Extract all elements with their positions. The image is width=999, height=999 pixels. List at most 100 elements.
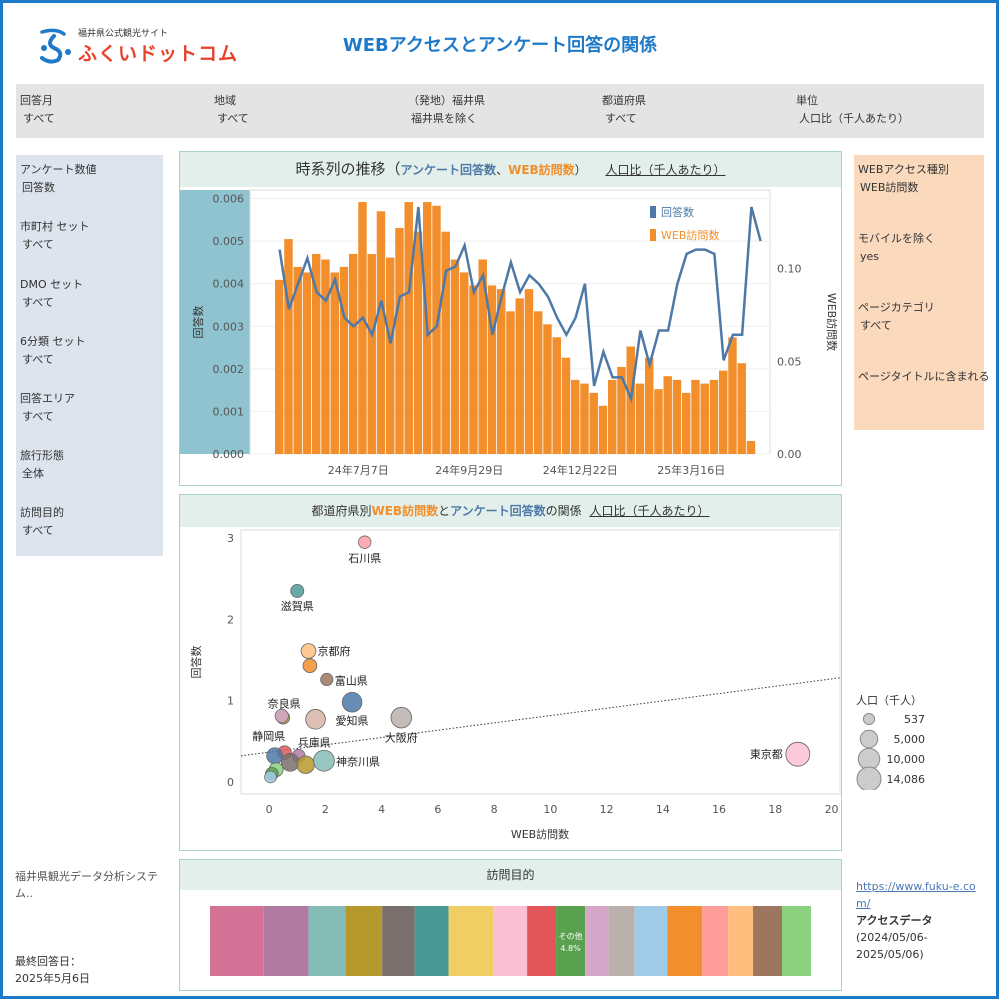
web-visits-bar[interactable] [284,239,293,454]
prefecture-point[interactable] [290,583,305,598]
web-visits-bar[interactable] [635,383,645,454]
prefecture-point[interactable] [296,755,315,774]
web-visits-bar[interactable] [478,259,487,454]
web-visits-bar[interactable] [450,259,460,454]
web-visits-bar[interactable] [700,383,709,454]
web-visits-bar[interactable] [275,279,284,454]
web-visits-bar[interactable] [497,289,506,454]
purpose-segment[interactable] [753,906,783,976]
filter-prefecture[interactable]: 都道府県 すべて [602,92,646,128]
prefecture-point[interactable] [341,691,363,713]
web-visits-bar[interactable] [598,405,608,454]
web-visits-bar[interactable] [728,337,737,454]
filter-survey-metric[interactable]: アンケート数値 回答数 [20,161,97,197]
prefecture-point[interactable] [305,709,326,730]
filter-exclude-mobile[interactable]: モバイルを除く yes [858,230,935,266]
web-visits-bar[interactable] [349,253,358,454]
filter-unit[interactable]: 単位 人口比（千人あたり） [796,92,909,128]
web-visits-bar[interactable] [561,357,571,454]
timeseries-chart[interactable]: 0.000 0.001 0.002 0.003 0.004 0.005 0.006 0.00… [180,188,841,485]
web-visits-bar[interactable] [663,376,672,454]
purpose-segment[interactable] [263,906,309,976]
prefecture-point[interactable] [266,747,284,765]
web-visits-bar[interactable] [552,337,561,454]
web-visits-bar[interactable] [441,231,450,454]
prefecture-point[interactable] [274,708,289,724]
web-visits-bar[interactable] [432,205,441,454]
prefecture-point[interactable] [785,741,811,767]
web-visits-bar[interactable] [312,253,321,454]
purpose-segment[interactable] [414,906,449,976]
filter-web-access-type[interactable]: WEBアクセス種別 WEB訪問数 [858,161,949,197]
prefecture-point[interactable] [280,752,300,772]
filter-page-category[interactable]: ページカテゴリ すべて [858,299,935,335]
web-visits-bar[interactable] [321,259,330,454]
purpose-segment[interactable] [634,906,668,976]
web-visits-bar[interactable] [719,370,728,454]
web-visits-bar[interactable] [737,363,746,454]
purpose-segment[interactable] [728,906,754,976]
purpose-segment[interactable] [345,906,383,976]
purpose-segment[interactable] [308,906,346,976]
prefecture-point[interactable] [313,749,335,772]
web-visits-bar[interactable] [330,272,339,454]
purpose-segment[interactable] [527,906,557,976]
web-visits-bar[interactable] [534,311,543,454]
web-visits-bar[interactable] [404,202,413,454]
web-visits-bar[interactable] [682,392,691,454]
web-visits-bar[interactable] [608,379,617,454]
prefecture-point[interactable] [302,658,318,673]
web-visits-bar[interactable] [654,389,663,454]
web-visits-bar[interactable] [524,289,534,454]
filter-dmo-set[interactable]: DMO セット すべて [20,276,83,312]
web-visits-bar[interactable] [709,379,719,454]
purpose-segment[interactable] [782,906,811,976]
web-visits-bar[interactable] [376,211,386,454]
purpose-segment[interactable] [585,906,609,976]
filter-region[interactable]: 地域 すべて [214,92,249,128]
purpose-segment[interactable] [702,906,729,976]
purpose-segment[interactable] [556,906,586,976]
purpose-segment[interactable] [667,906,703,976]
web-visits-bar[interactable] [293,266,302,454]
web-visits-bar[interactable] [515,298,524,454]
web-visits-bar[interactable] [617,366,626,454]
purpose-segment[interactable] [608,906,635,976]
purpose-segment[interactable] [382,906,415,976]
web-visits-bar[interactable] [543,324,552,454]
filter-origin-fukui[interactable]: （発地）福井県 福井県を除く [408,92,485,128]
visit-purpose-chart[interactable]: その他 4.8% [180,890,841,990]
prefecture-point[interactable] [320,672,334,687]
prefecture-point[interactable] [300,643,317,659]
web-visits-bar[interactable] [645,357,654,454]
web-visits-bar[interactable] [746,441,756,454]
filter-answer-month[interactable]: 回答月 すべて [20,92,55,128]
site-url-link[interactable]: https://www.fuku-e.com/ [856,880,976,910]
filter-visit-purpose[interactable]: 訪問目的 すべて [20,504,64,540]
web-visits-bar[interactable] [691,379,700,454]
web-visits-bar[interactable] [395,227,404,454]
web-visits-bar[interactable] [367,253,376,454]
filter-answer-area[interactable]: 回答エリア すべて [20,390,75,426]
web-visits-bar[interactable] [358,202,367,454]
web-visits-bar[interactable] [386,257,395,454]
filter-municipality-set[interactable]: 市町村 セット すべて [20,218,90,254]
web-visits-bar[interactable] [672,379,682,454]
web-visits-bar[interactable] [460,272,469,454]
purpose-segment[interactable] [448,906,494,976]
prefecture-point[interactable] [390,706,413,729]
web-visits-bar[interactable] [413,231,423,454]
web-visits-bar[interactable] [487,285,497,454]
web-visits-bar[interactable] [339,266,349,454]
prefecture-point[interactable] [264,770,277,784]
web-visits-bar[interactable] [580,383,589,454]
purpose-segment[interactable] [493,906,528,976]
web-visits-bar[interactable] [506,311,515,454]
prefecture-point[interactable] [358,535,372,549]
purpose-segment[interactable] [210,906,264,976]
web-visits-bar[interactable] [589,392,598,454]
web-visits-bar[interactable] [571,379,580,454]
web-visits-bar[interactable] [469,285,478,454]
filter-travel-type[interactable]: 旅行形態 全体 [20,447,64,483]
